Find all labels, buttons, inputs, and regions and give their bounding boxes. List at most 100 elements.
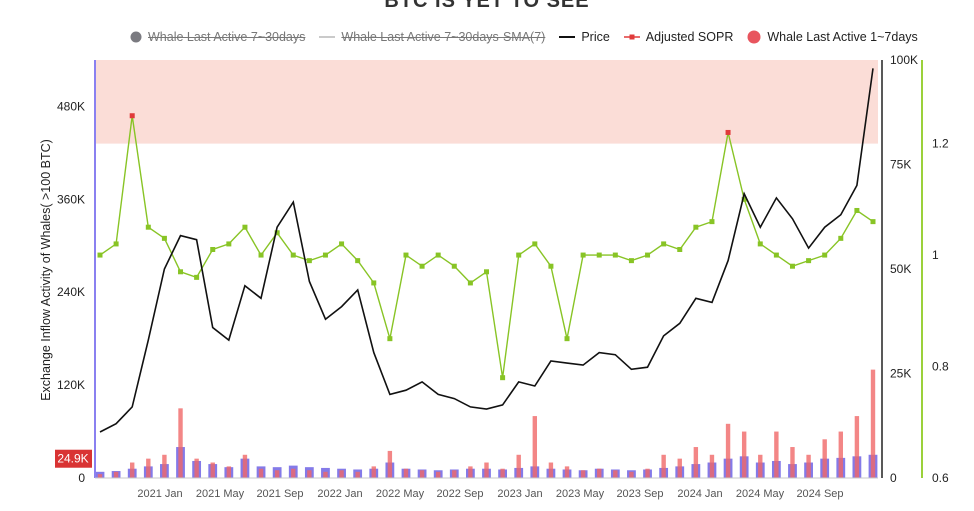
sopr-point bbox=[97, 252, 103, 258]
sopr-point bbox=[290, 252, 296, 258]
sopr-point bbox=[628, 258, 634, 264]
sopr-point bbox=[789, 263, 795, 269]
bar-whale-1-7 bbox=[387, 450, 393, 478]
sopr-point bbox=[258, 252, 264, 258]
bar-whale-1-7 bbox=[130, 462, 135, 478]
price-series-layer bbox=[99, 68, 874, 433]
sopr-point bbox=[645, 252, 651, 258]
bar-whale-1-7 bbox=[629, 471, 634, 478]
sopr-point bbox=[403, 252, 409, 258]
bar-whale-1-7 bbox=[419, 470, 425, 478]
y-price-tick-label: 75K bbox=[890, 158, 911, 172]
bar-whale-1-7 bbox=[564, 466, 570, 478]
bar-whale-1-7 bbox=[693, 447, 699, 478]
bar-whale-1-7 bbox=[355, 471, 360, 478]
sopr-point bbox=[854, 207, 860, 213]
bar-whale-1-7 bbox=[242, 454, 248, 478]
axes-layer: 0 120K 240K 360K 480K 0 25K 50K 75K 100K 0.6 0.8 1 1.… bbox=[39, 53, 949, 500]
sopr-point bbox=[612, 252, 618, 258]
legend-line-icon bbox=[319, 36, 336, 38]
sopr-point bbox=[870, 219, 876, 225]
sopr-point bbox=[838, 235, 844, 241]
legend-label: Whale Last Active 7~30days-SMA(7) bbox=[341, 30, 546, 44]
sopr-point bbox=[371, 280, 377, 286]
sopr-point bbox=[467, 280, 473, 286]
sopr-point bbox=[451, 263, 457, 269]
legend: Whale Last Active 7~30days Whale Last Ac… bbox=[130, 30, 918, 44]
bar-whale-1-7 bbox=[113, 471, 119, 478]
chart-title: BTC IS YET TO SEE bbox=[384, 0, 590, 12]
bar-whale-1-7 bbox=[435, 471, 441, 478]
bar-whale-1-7 bbox=[339, 470, 344, 478]
bar-whale-1-7 bbox=[274, 470, 280, 478]
sopr-point bbox=[484, 269, 489, 275]
x-tick-label: 2021 Jan bbox=[137, 488, 182, 500]
x-tick-label: 2024 May bbox=[736, 488, 785, 500]
bar-whale-1-7 bbox=[307, 470, 312, 478]
sopr-point bbox=[548, 263, 554, 269]
current-value-badge-text: 24.9K bbox=[57, 452, 88, 466]
bar-whale-1-7 bbox=[371, 466, 376, 478]
y-sopr-tick-label: 0.6 bbox=[932, 471, 949, 485]
legend-dot-icon bbox=[130, 31, 142, 43]
bar-whale-1-7 bbox=[468, 466, 473, 478]
sopr-point bbox=[806, 258, 812, 264]
sopr-point bbox=[419, 263, 425, 269]
bar-whale-1-7 bbox=[258, 468, 264, 478]
sopr-point bbox=[129, 113, 135, 119]
sopr-point bbox=[822, 252, 828, 258]
sopr-point bbox=[516, 252, 522, 258]
bar-whale-1-7 bbox=[822, 439, 827, 478]
bar-whale-1-7 bbox=[291, 468, 296, 478]
sopr-point bbox=[355, 258, 361, 264]
bar-whale-1-7 bbox=[97, 474, 103, 478]
price-line bbox=[99, 68, 874, 433]
sopr-point bbox=[500, 375, 506, 381]
bar-whale-1-7 bbox=[741, 431, 747, 478]
legend-label: Price bbox=[581, 30, 610, 44]
x-tick-label: 2021 May bbox=[196, 488, 245, 500]
y-left-tick-label: 480K bbox=[57, 99, 85, 113]
legend-item-whale-1-7[interactable]: Whale Last Active 1~7days bbox=[747, 30, 918, 44]
sopr-point bbox=[226, 241, 232, 247]
sopr-point bbox=[693, 224, 699, 230]
y-sopr-tick-label: 1 bbox=[932, 248, 939, 262]
legend-item-adjusted-sopr[interactable]: Adjusted SOPR bbox=[623, 30, 733, 44]
bar-whale-1-7 bbox=[162, 454, 167, 478]
bar-whale-1-7 bbox=[806, 454, 811, 478]
y-left-tick-label: 360K bbox=[57, 192, 85, 206]
bar-whale-1-7 bbox=[838, 431, 843, 478]
y-left-tick-label: 120K bbox=[57, 378, 85, 392]
bar-whale-1-7 bbox=[548, 462, 554, 478]
bar-whale-1-7 bbox=[725, 423, 731, 478]
legend-item-whale-7-30-sma[interactable]: Whale Last Active 7~30days-SMA(7) bbox=[319, 30, 545, 44]
bar-whale-1-7 bbox=[758, 454, 763, 478]
whale-bars-layer bbox=[95, 369, 878, 478]
sopr-point bbox=[322, 252, 328, 258]
legend-item-price[interactable]: Price bbox=[559, 30, 610, 44]
bar-whale-1-7 bbox=[146, 458, 151, 478]
y-left-tick-label: 0 bbox=[78, 471, 85, 485]
legend-item-whale-7-30[interactable]: Whale Last Active 7~30days bbox=[130, 30, 305, 44]
sopr-point bbox=[677, 246, 683, 252]
sopr-series-layer bbox=[97, 113, 876, 381]
bar-whale-1-7 bbox=[532, 416, 538, 478]
sopr-point bbox=[242, 224, 248, 230]
y-price-tick-label: 50K bbox=[890, 262, 911, 276]
x-tick-label: 2022 Jan bbox=[317, 488, 362, 500]
high-sopr-band bbox=[95, 60, 878, 144]
sopr-point bbox=[741, 196, 747, 202]
legend-label: Whale Last Active 1~7days bbox=[767, 30, 918, 44]
x-tick-label: 2022 Sep bbox=[436, 488, 483, 500]
sopr-point bbox=[387, 336, 393, 342]
y-price-tick-label: 0 bbox=[890, 471, 897, 485]
bar-whale-1-7 bbox=[661, 454, 666, 478]
bar-whale-1-7 bbox=[403, 468, 409, 478]
bar-whale-1-7 bbox=[613, 470, 618, 478]
x-tick-label: 2024 Sep bbox=[796, 488, 843, 500]
sopr-point bbox=[564, 336, 570, 342]
bar-whale-1-7 bbox=[516, 454, 521, 478]
legend-dot-icon bbox=[747, 30, 761, 44]
y-price-tick-label: 25K bbox=[890, 367, 911, 381]
